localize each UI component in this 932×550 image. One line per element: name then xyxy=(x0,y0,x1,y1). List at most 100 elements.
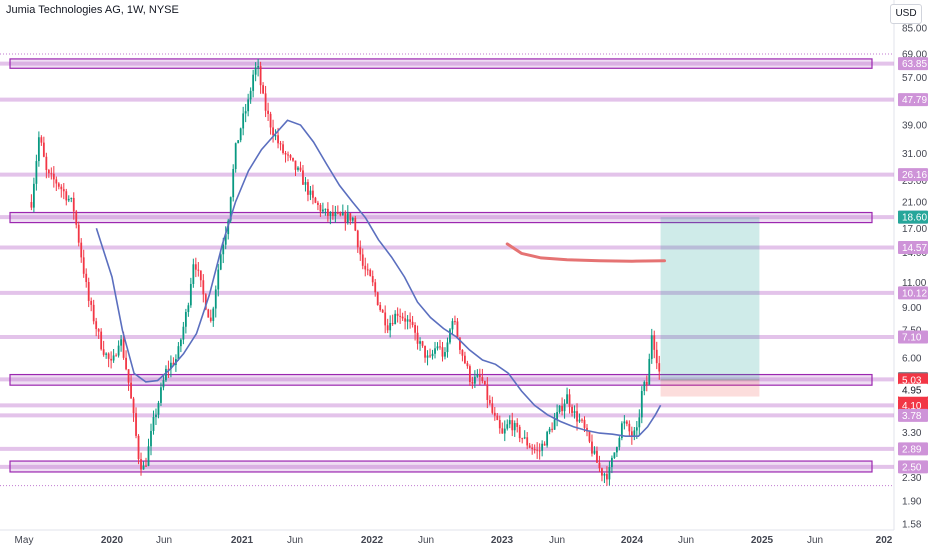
candle-body xyxy=(122,339,125,358)
currency-button[interactable]: USD xyxy=(890,4,922,24)
candle-body xyxy=(165,368,167,381)
candle-body xyxy=(481,377,484,381)
candle-body xyxy=(157,402,160,415)
candle-body xyxy=(294,160,297,170)
candle-body xyxy=(329,212,332,216)
price-tag-label: 14.57 xyxy=(902,243,927,254)
candle-body xyxy=(45,156,48,170)
candle-body xyxy=(473,376,476,384)
moving-average-line xyxy=(95,119,662,437)
y-tick-label: 6.00 xyxy=(902,353,922,364)
candle-body xyxy=(224,234,227,245)
candle-body xyxy=(209,317,212,321)
x-tick-label: Jun xyxy=(418,535,434,546)
candle-body xyxy=(297,167,299,170)
candle-body xyxy=(611,457,613,468)
price-tag-label: 63.85 xyxy=(902,59,927,70)
candle-body xyxy=(618,438,621,448)
candle-body xyxy=(247,99,250,112)
candle-body xyxy=(531,447,534,450)
candle-body xyxy=(264,93,267,111)
candle-body xyxy=(371,276,374,283)
candle-body xyxy=(97,329,100,332)
candle-body xyxy=(396,313,399,316)
y-tick-label: 31.00 xyxy=(902,149,927,160)
projection-curve xyxy=(505,242,666,263)
candle-body xyxy=(292,157,294,161)
x-tick-label: 2023 xyxy=(491,535,514,546)
price-tag-label: 2.50 xyxy=(902,462,922,473)
zone-box[interactable] xyxy=(9,460,873,473)
candle-body xyxy=(591,441,593,454)
y-tick-label: 1.58 xyxy=(902,520,922,531)
candle-body xyxy=(219,254,222,270)
candle-body xyxy=(312,190,314,198)
y-tick-label: 57.00 xyxy=(902,73,927,84)
zone-box[interactable] xyxy=(9,58,873,69)
candle-body xyxy=(177,346,180,360)
candle-body xyxy=(277,135,279,144)
candle-body xyxy=(75,211,78,225)
price-tag xyxy=(898,398,928,412)
candle-body xyxy=(140,459,142,470)
candle-body xyxy=(117,345,120,356)
candle-body xyxy=(461,349,464,356)
candle-body xyxy=(199,270,202,281)
candle-body xyxy=(503,428,506,434)
candle-body xyxy=(486,384,489,401)
candle-body xyxy=(419,341,421,344)
candle-body xyxy=(638,417,641,428)
x-tick-label: May xyxy=(15,535,34,546)
candle-body xyxy=(339,212,342,216)
zone-box[interactable] xyxy=(9,211,873,224)
price-tag-label: 47.79 xyxy=(902,95,927,106)
stop-area[interactable] xyxy=(660,379,760,397)
candle-body xyxy=(635,427,638,431)
y-tick-label: 39.00 xyxy=(902,120,927,131)
candle-body xyxy=(135,413,137,436)
candle-body xyxy=(466,363,469,367)
candle-body xyxy=(361,254,364,266)
x-tick-label: 2022 xyxy=(361,535,384,546)
candle-body xyxy=(262,85,265,94)
x-tick-label: 2020 xyxy=(101,535,124,546)
x-tick-label: Jun xyxy=(678,535,694,546)
candle-body xyxy=(439,346,441,348)
candle-body xyxy=(55,179,58,184)
candle-body xyxy=(543,443,546,446)
zone-box[interactable] xyxy=(9,373,873,386)
candle-body xyxy=(456,321,459,338)
time-axis[interactable]: May 2020 Jun 2021 Jun 2022 Jun 2023 Jun 2024 Jun 20… xyxy=(0,529,894,546)
projection-curve-line[interactable] xyxy=(505,242,666,263)
candle-body xyxy=(341,212,344,216)
x-tick-label: 202 xyxy=(876,535,893,546)
candle-body xyxy=(409,319,411,322)
candle-body xyxy=(279,143,282,145)
long-position-tool[interactable] xyxy=(660,217,760,397)
candle-body xyxy=(501,428,504,434)
price-tag-label: 18.60 xyxy=(902,213,927,224)
candle-body xyxy=(476,374,479,377)
candle-body xyxy=(62,189,65,192)
candle-body xyxy=(571,406,573,413)
candle-body xyxy=(633,430,636,437)
candle-body xyxy=(214,289,217,309)
candle-body xyxy=(162,380,165,388)
candle-body xyxy=(234,143,237,169)
price-tag xyxy=(898,442,928,456)
candle-body xyxy=(217,269,220,290)
candle-body xyxy=(132,398,135,414)
candle-body xyxy=(259,65,262,86)
candle-body xyxy=(254,67,257,75)
candle-body xyxy=(170,362,172,369)
target-area[interactable] xyxy=(660,217,760,380)
candle-body xyxy=(92,304,95,322)
candle-body xyxy=(563,403,566,412)
candle-body xyxy=(304,182,307,185)
candle-body xyxy=(359,247,362,255)
candle-body xyxy=(561,405,563,412)
candle-body xyxy=(321,209,324,212)
price-tag-label: 2.89 xyxy=(902,444,922,455)
candle-body xyxy=(628,423,631,432)
